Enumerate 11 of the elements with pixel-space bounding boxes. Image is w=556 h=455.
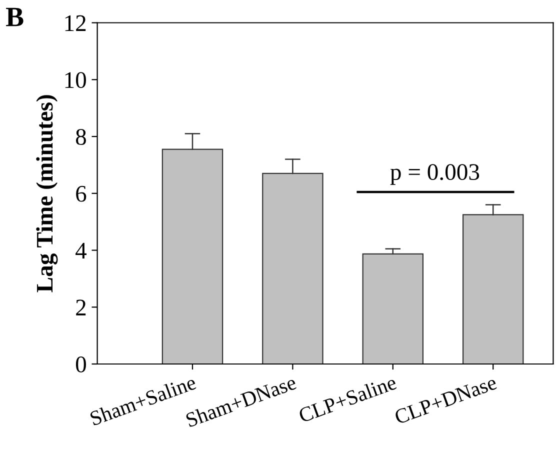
y-tick-label: 0 xyxy=(76,356,86,372)
bar xyxy=(362,253,424,364)
y-tick-label: 6 xyxy=(76,186,86,202)
chart-title: B xyxy=(6,8,24,26)
y-axis-title: Lag Time (minutes) xyxy=(36,95,58,292)
y-tick-label: 12 xyxy=(65,15,86,31)
y-tick-label: 4 xyxy=(76,242,87,258)
y-tick-label: 10 xyxy=(65,72,86,88)
y-tick-label: 2 xyxy=(76,300,86,316)
y-tick-label: 8 xyxy=(76,128,86,145)
annotation: p = 0.003 xyxy=(390,164,480,185)
